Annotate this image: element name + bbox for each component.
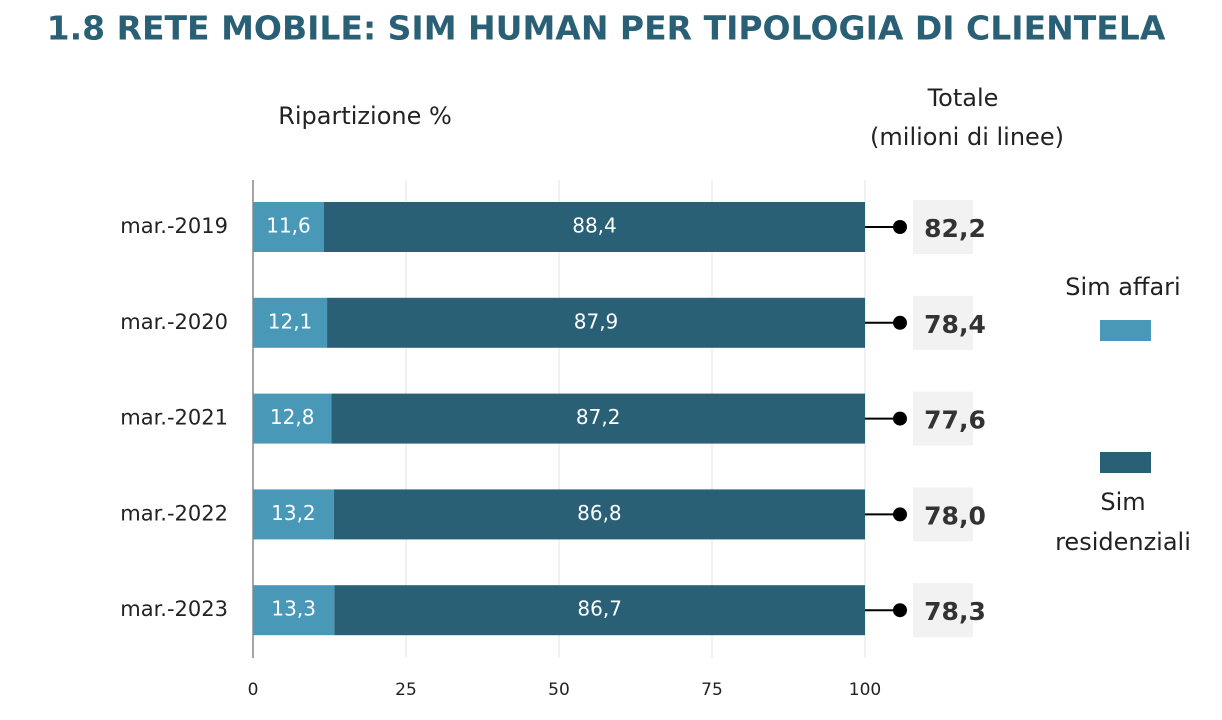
- totals-header: Totale: [927, 84, 999, 112]
- total-label: 78,3: [924, 597, 986, 626]
- x-tick-label: 50: [548, 680, 570, 700]
- bar-segment: [323, 202, 865, 252]
- bar-label: 13,2: [271, 501, 316, 525]
- legend-label: Sim residenziali: [1055, 488, 1191, 556]
- x-tick-label: 100: [849, 680, 881, 700]
- x-tick-label: 75: [701, 680, 723, 700]
- bar-label: 87,2: [576, 405, 621, 429]
- bar-segment: [331, 393, 865, 444]
- connector-dot: [893, 603, 907, 618]
- bar-segment: [253, 297, 328, 348]
- total-label: 82,2: [924, 214, 986, 243]
- x-tick-label: 25: [395, 680, 417, 700]
- bar-label: 12,1: [268, 309, 313, 333]
- bar-label: 12,8: [270, 405, 315, 429]
- y-tick-label: mar.-2023: [120, 597, 228, 621]
- bar-label: 86,7: [577, 597, 622, 621]
- y-tick-label: mar.-2020: [120, 310, 228, 334]
- total-box: [913, 200, 973, 254]
- bar-segment: [327, 297, 865, 348]
- connector-dot: [893, 411, 907, 426]
- bar-segment: [253, 585, 335, 636]
- bar-segment: [253, 489, 334, 540]
- totals-header: (milioni di linee): [870, 123, 1064, 151]
- chart-title: 1.8 RETE MOBILE: SIM HUMAN PER TIPOLOGIA…: [47, 9, 1166, 48]
- legend-label: Sim affari: [1065, 273, 1180, 301]
- legend-swatch: [1100, 452, 1151, 473]
- y-tick-label: mar.-2019: [120, 214, 228, 238]
- total-label: 78,0: [924, 501, 986, 530]
- bar-label: 86,8: [577, 501, 622, 525]
- bar-label: 13,3: [271, 597, 316, 621]
- bar-segment: [334, 585, 865, 636]
- total-label: 77,6: [924, 406, 986, 435]
- bar-label: 87,9: [574, 309, 619, 333]
- y-tick-label: mar.-2021: [120, 406, 228, 430]
- bar-label: 11,6: [266, 214, 311, 238]
- connector-dot: [893, 315, 907, 330]
- bar-label: 88,4: [572, 214, 617, 238]
- subtitle: Ripartizione %: [278, 102, 452, 130]
- bar-segment: [333, 489, 865, 540]
- bar-segment: [253, 202, 324, 252]
- y-tick-label: mar.-2022: [120, 501, 228, 525]
- total-box: [913, 487, 973, 542]
- x-tick-label: 0: [248, 680, 259, 700]
- total-box: [913, 391, 973, 446]
- connector-dot: [893, 220, 907, 234]
- connector-dot: [893, 507, 907, 522]
- total-box: [913, 583, 973, 638]
- total-label: 78,4: [924, 310, 986, 339]
- total-box: [913, 295, 973, 350]
- bar-segment: [253, 393, 332, 444]
- legend-swatch: [1100, 320, 1151, 341]
